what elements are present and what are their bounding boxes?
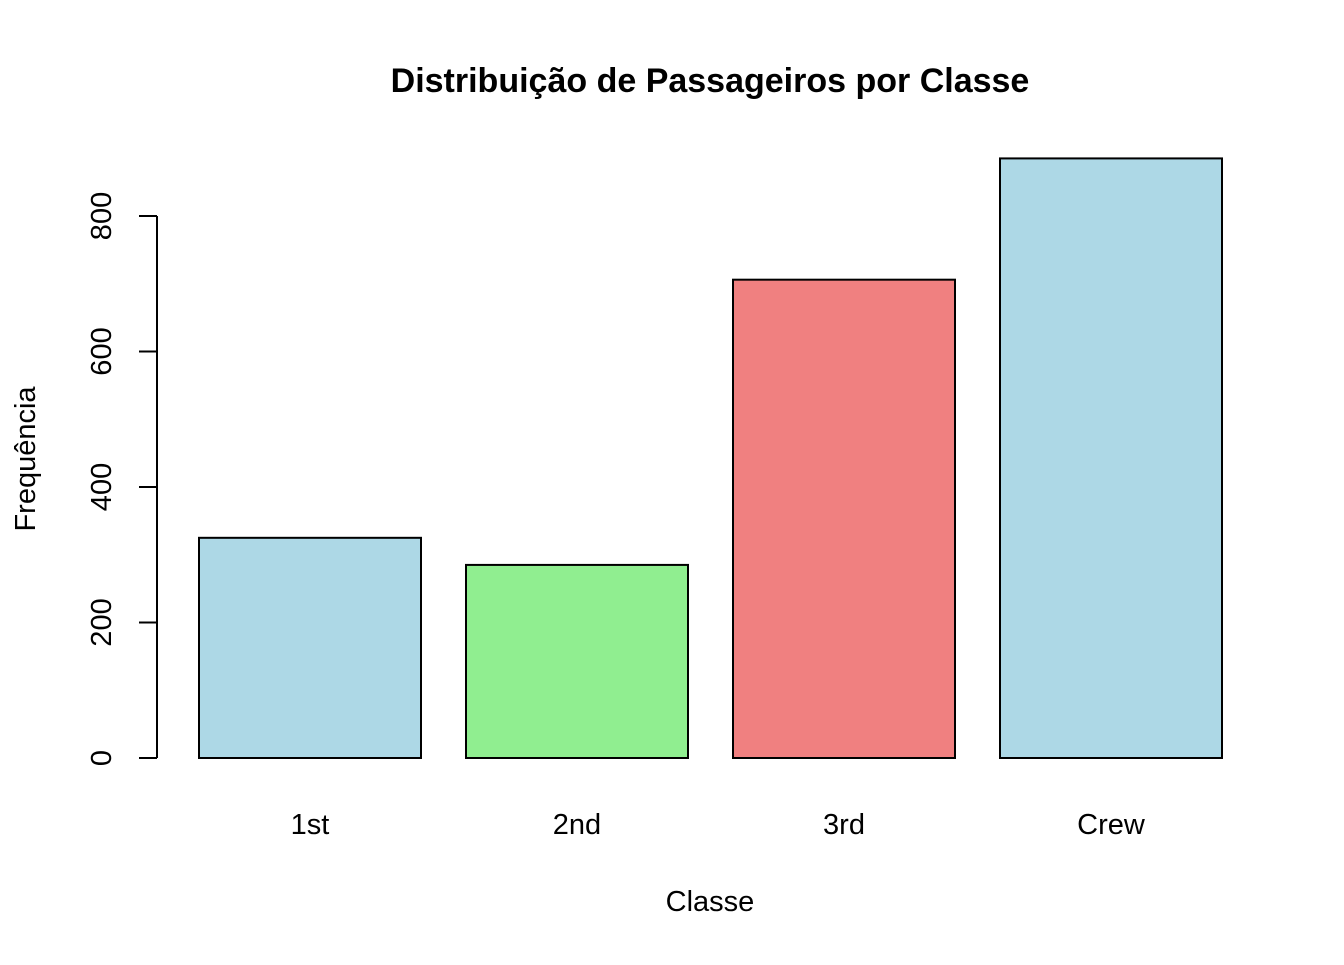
y-tick-label: 800 (86, 192, 118, 240)
bar-3rd (732, 278, 956, 759)
y-axis-label: Frequência (10, 386, 42, 532)
x-tick-label: Crew (1077, 809, 1146, 841)
x-axis-label: Classe (666, 886, 755, 918)
x-tick-label: 3rd (823, 809, 865, 841)
x-tick-label: 1st (291, 809, 330, 841)
y-tick-label: 0 (86, 750, 118, 766)
y-axis: 0 200 400 600 800 (86, 192, 158, 766)
x-tick-labels: 1st 2nd 3rd Crew (291, 809, 1146, 841)
y-tick-label: 600 (86, 327, 118, 375)
x-tick-label: 2nd (553, 809, 601, 841)
y-tick-label: 400 (86, 463, 118, 511)
bars-group (198, 157, 1223, 760)
chart-title: Distribuição de Passageiros por Classe (391, 62, 1030, 100)
y-tick-label: 200 (86, 598, 118, 646)
bar-2nd (465, 563, 689, 759)
bar-1st (198, 536, 422, 759)
bar-crew (999, 157, 1223, 760)
